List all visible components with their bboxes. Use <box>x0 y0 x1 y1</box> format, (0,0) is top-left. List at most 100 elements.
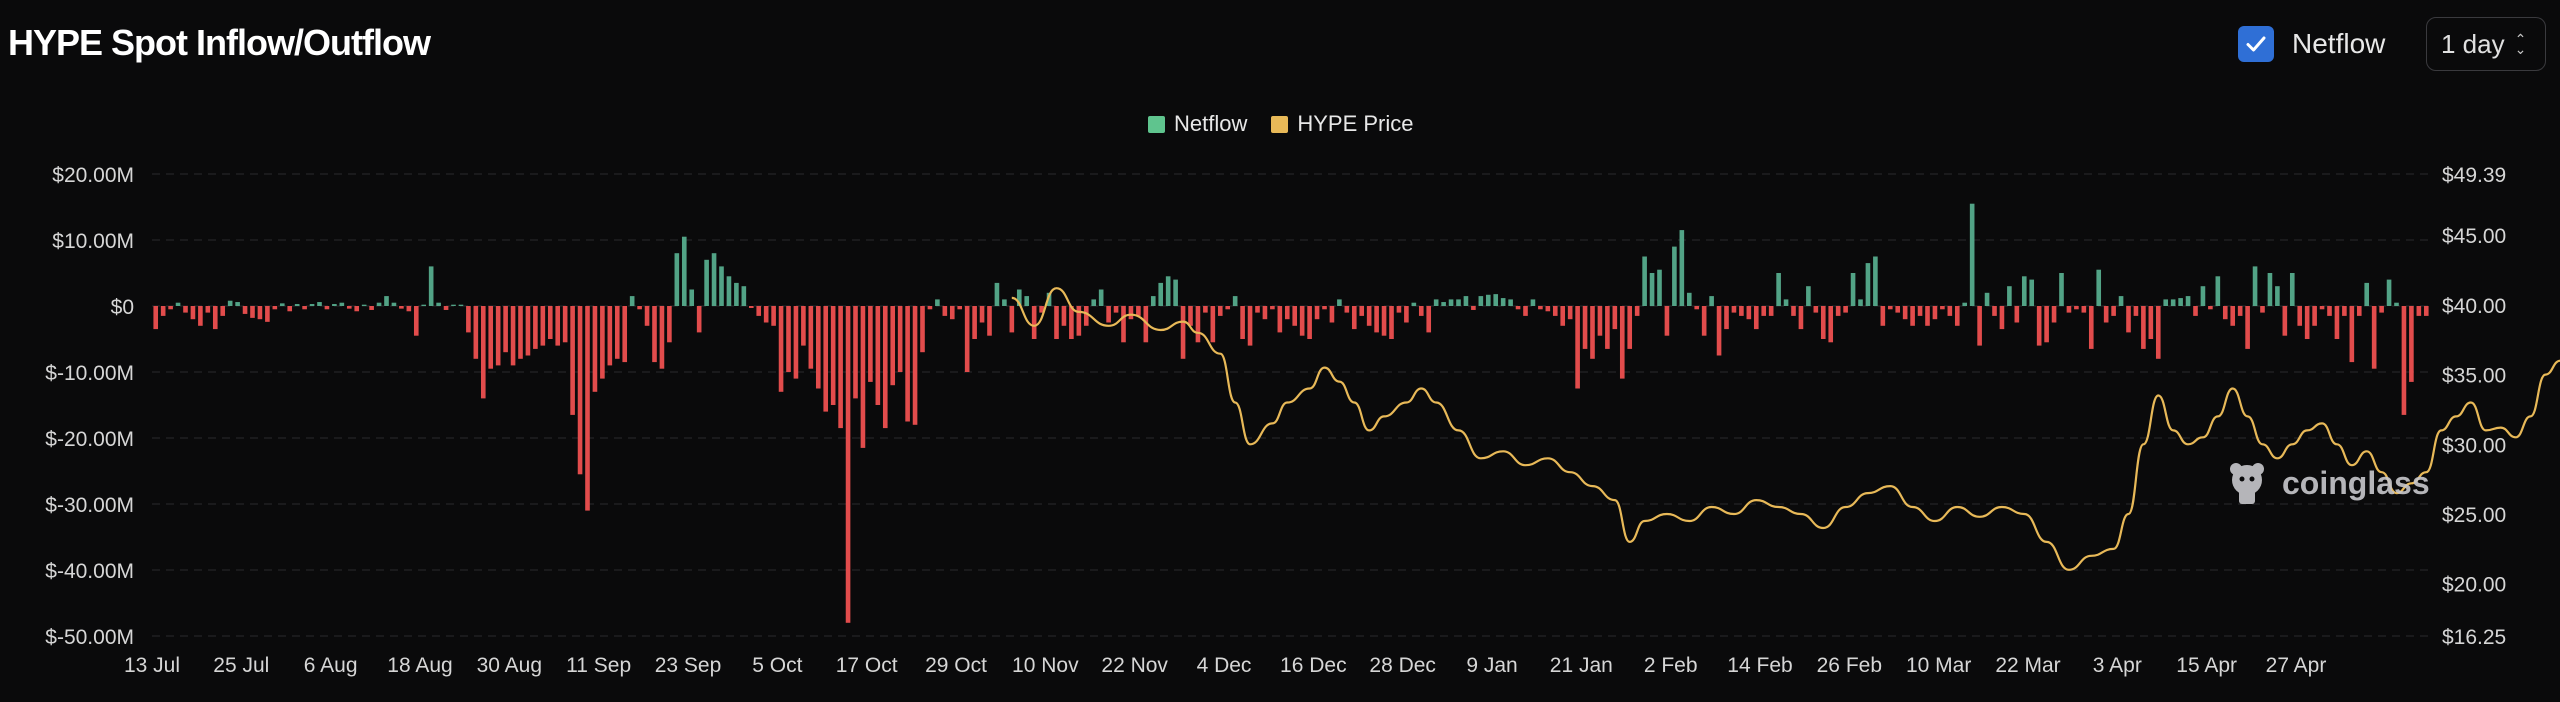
interval-select-value: 1 day <box>2441 28 2505 59</box>
netflow-bar <box>1188 306 1193 326</box>
netflow-bar <box>1709 296 1714 306</box>
netflow-bar <box>346 306 352 309</box>
netflow-bar <box>570 306 575 415</box>
y-left-tick-label: $10.00M <box>52 230 134 253</box>
x-tick-label: 25 Jul <box>213 654 269 677</box>
x-tick-label: 17 Oct <box>836 654 898 677</box>
netflow-bar <box>1508 299 1513 306</box>
netflow-bar <box>1173 279 1178 306</box>
x-tick-label: 13 Jul <box>124 654 180 677</box>
netflow-bar <box>1344 306 1350 313</box>
netflow-bar <box>1880 306 1886 326</box>
netflow-bar <box>748 306 754 308</box>
netflow-bar <box>1069 306 1074 339</box>
netflow-bar <box>1016 289 1022 306</box>
netflow-bar <box>912 306 918 425</box>
netflow-bar <box>2051 306 2057 323</box>
netflow-bar <box>1716 306 1722 356</box>
interval-select[interactable]: 1 day ⌃ ⌄ <box>2426 17 2546 71</box>
x-tick-label: 15 Apr <box>2176 654 2237 677</box>
legend-item-netflow[interactable]: Netflow <box>1148 111 1247 137</box>
netflow-bar <box>190 306 196 320</box>
y-left-tick-label: $-40.00M <box>45 560 134 583</box>
netflow-bar <box>488 306 494 369</box>
netflow-bar <box>2141 306 2146 349</box>
netflow-bar <box>1850 273 1856 306</box>
netflow-bar <box>198 306 203 326</box>
netflow-bar <box>1753 306 1759 330</box>
netflow-bar <box>1366 306 1372 326</box>
netflow-bar <box>1530 299 1536 306</box>
chart-legend: Netflow HYPE Price <box>1148 111 1414 137</box>
netflow-bar <box>1977 306 1982 346</box>
netflow-bar <box>2364 282 2370 306</box>
watermark-text: coinglass <box>2282 464 2430 501</box>
netflow-bar <box>1813 306 1819 313</box>
netflow-bar <box>1664 306 1670 336</box>
netflow-bar <box>376 302 382 306</box>
netflow-bar <box>250 306 255 318</box>
x-tick-label: 9 Jan <box>1466 654 1517 677</box>
netflow-bar <box>719 266 724 306</box>
netflow-bar <box>399 306 404 309</box>
netflow-bar <box>1679 230 1685 306</box>
netflow-bar <box>1917 306 1923 316</box>
netflow-bar <box>845 306 851 623</box>
netflow-bar <box>265 306 270 322</box>
netflow-bar <box>1783 299 1789 306</box>
netflow-bar <box>1887 306 1893 310</box>
netflow-bar <box>413 306 419 336</box>
netflow-bar <box>2021 276 2027 306</box>
netflow-bar <box>2409 306 2414 382</box>
netflow-bar <box>466 306 471 333</box>
netflow-bar <box>830 306 836 405</box>
netflow-bar <box>1999 306 2005 330</box>
y-right-tick-label: $30.00 <box>2442 434 2506 457</box>
netflow-bar <box>2074 306 2079 310</box>
netflow-bar <box>562 306 568 343</box>
netflow-bar <box>1672 246 1677 306</box>
netflow-bar <box>540 306 546 346</box>
netflow-bar <box>1217 306 1223 316</box>
netflow-checkbox[interactable] <box>2238 26 2274 62</box>
netflow-bar <box>2237 306 2243 316</box>
netflow-bar <box>2230 306 2236 326</box>
netflow-bar <box>443 306 449 310</box>
netflow-bar <box>1538 306 1543 310</box>
netflow-bar <box>1925 306 1930 326</box>
netflow-bar <box>1910 306 1915 326</box>
netflow-bar <box>994 282 1000 306</box>
x-tick-label: 22 Nov <box>1101 654 1168 677</box>
netflow-bar <box>1039 306 1044 313</box>
x-tick-label: 4 Dec <box>1197 654 1252 677</box>
y-right-tick-label: $49.39 <box>2442 164 2506 187</box>
netflow-bar <box>1225 306 1231 310</box>
netflow-bar <box>547 306 553 339</box>
netflow-bar <box>2319 306 2325 310</box>
x-tick-label: 2 Feb <box>1644 654 1698 677</box>
netflow-bar <box>1262 306 1268 320</box>
netflow-bar <box>1746 306 1752 320</box>
netflow-bar <box>1046 292 1052 306</box>
netflow-bar <box>868 306 873 382</box>
netflow-toggle[interactable]: Netflow <box>2238 24 2385 64</box>
y-right-tick-label: $16.25 <box>2442 626 2506 649</box>
netflow-bar <box>421 304 427 306</box>
netflow-bar <box>1456 299 1461 306</box>
netflow-bar <box>793 306 799 379</box>
netflow-bar <box>309 304 315 306</box>
netflow-bar <box>391 302 397 306</box>
netflow-bar <box>801 306 806 346</box>
checkmark-icon <box>2246 36 2266 52</box>
netflow-bar <box>2304 306 2310 339</box>
netflow-bar <box>1575 306 1580 389</box>
netflow-bar <box>2401 306 2407 415</box>
legend-item-price[interactable]: HYPE Price <box>1271 111 1414 137</box>
netflow-bar <box>1962 302 1968 306</box>
x-tick-label: 28 Dec <box>1369 654 1436 677</box>
netflow-bar <box>1031 306 1037 339</box>
netflow-bar <box>1381 306 1387 336</box>
netflow-bar <box>1203 306 1208 313</box>
netflow-bar <box>1776 273 1781 306</box>
netflow-bar <box>1150 296 1156 306</box>
